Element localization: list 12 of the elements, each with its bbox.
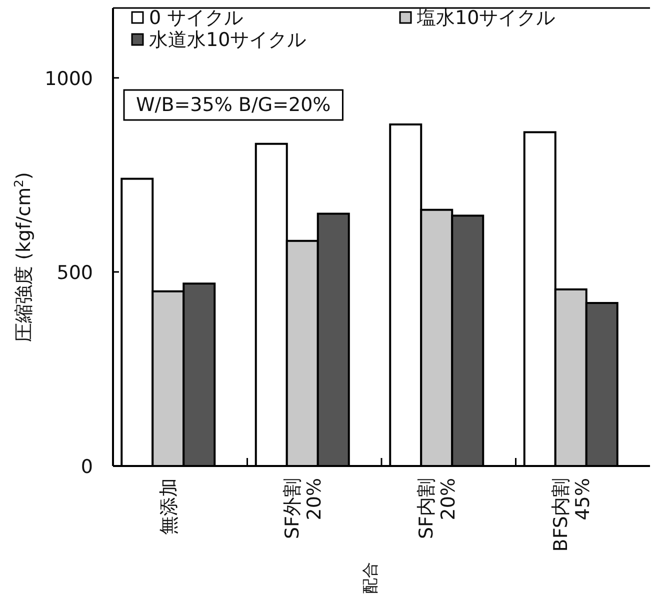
- legend-label: 0 サイクル: [149, 7, 244, 29]
- text: 配合: [360, 562, 380, 594]
- x-tick-label: SF内割 20%: [416, 478, 460, 539]
- x-tick-label: SF外割 20%: [281, 478, 326, 539]
- legend-label: 塩水10サイクル: [416, 7, 556, 29]
- y-tick-label: 500: [56, 262, 93, 284]
- x-tick-label: BFS内割 45%: [550, 478, 594, 552]
- x-tick-label: 無添加: [158, 478, 180, 535]
- annotation: W/B=35% B/G=20%: [136, 94, 331, 116]
- y-tick-label: 0: [80, 456, 93, 478]
- legend-label: 水道水10サイクル: [149, 29, 306, 51]
- y-tick-label: 1000: [44, 68, 93, 90]
